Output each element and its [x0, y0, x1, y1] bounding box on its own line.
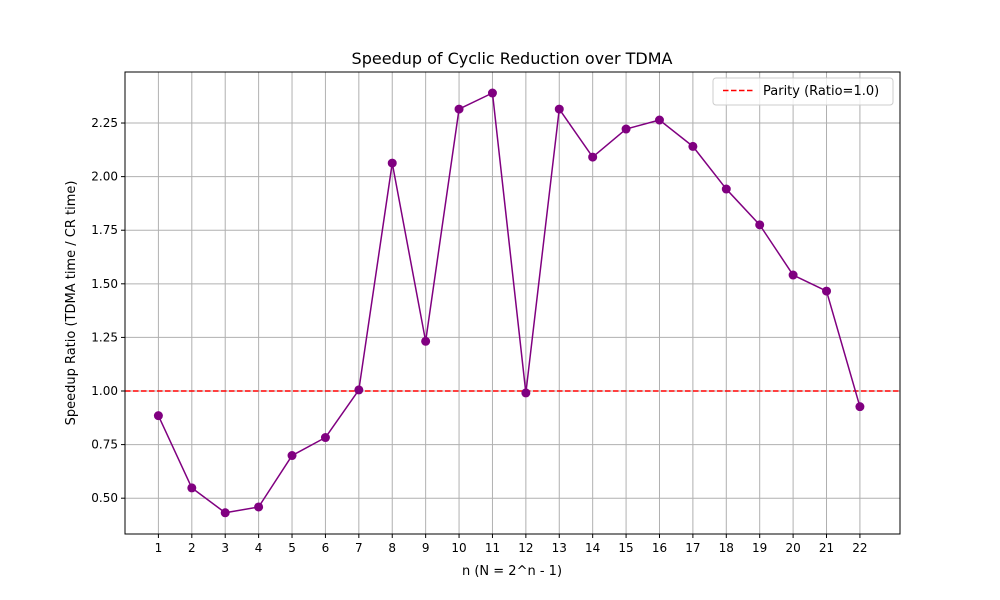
y-tick-label: 1.00	[91, 384, 118, 398]
x-tick-label: 19	[752, 541, 767, 555]
data-point	[621, 124, 631, 134]
data-point	[454, 104, 464, 114]
x-tick-label: 3	[221, 541, 229, 555]
x-tick-label: 4	[255, 541, 263, 555]
data-point	[755, 220, 765, 230]
legend-box	[712, 77, 894, 106]
y-axis-label: Speedup Ratio (TDMA time / CR time)	[64, 181, 79, 426]
data-point	[588, 152, 598, 162]
plot-frame	[124, 71, 901, 535]
y-tick-label: 2.00	[91, 170, 118, 184]
x-tick-label: 17	[685, 541, 700, 555]
speedup-series-line	[157, 92, 861, 514]
data-point	[554, 104, 564, 114]
data-point	[822, 286, 832, 296]
chart-title: Speedup of Cyclic Reduction over TDMA	[352, 49, 673, 68]
x-tick-label: 6	[322, 541, 330, 555]
x-tick-label: 20	[785, 541, 800, 555]
data-point	[320, 433, 330, 443]
x-tick-label: 21	[819, 541, 834, 555]
x-tick-label: 16	[652, 541, 667, 555]
data-point	[688, 141, 698, 151]
x-tick-label: 13	[552, 541, 567, 555]
x-tick-label: 15	[618, 541, 633, 555]
data-point	[354, 385, 364, 395]
x-tick-label: 11	[485, 541, 500, 555]
data-point	[521, 388, 531, 398]
data-point	[788, 270, 798, 280]
x-tick-label: 14	[585, 541, 600, 555]
x-tick-label: 22	[852, 541, 867, 555]
data-point	[153, 411, 163, 421]
y-tick-label: 0.50	[91, 491, 118, 505]
y-tick-label: 0.75	[91, 438, 118, 452]
data-point	[421, 336, 431, 346]
x-tick-label: 7	[355, 541, 363, 555]
data-point	[721, 184, 731, 194]
data-point	[287, 451, 297, 461]
data-point	[487, 88, 497, 98]
y-tick-label: 1.75	[91, 223, 118, 237]
x-tick-label: 5	[288, 541, 296, 555]
x-tick-label: 18	[719, 541, 734, 555]
grid-lines	[125, 72, 900, 534]
x-tick-label: 12	[518, 541, 533, 555]
data-point	[187, 483, 197, 493]
data-point	[654, 115, 664, 125]
data-point	[855, 402, 865, 412]
x-axis-label: n (N = 2^n - 1)	[462, 564, 562, 579]
data-point	[254, 502, 264, 512]
x-tick-label: 2	[188, 541, 196, 555]
data-point	[387, 158, 397, 168]
x-tick-label: 8	[388, 541, 396, 555]
legend-parity-label: Parity (Ratio=1.0)	[763, 84, 879, 99]
x-tick-label: 1	[155, 541, 163, 555]
series-layer	[153, 88, 865, 518]
x-tick-label: 10	[451, 541, 466, 555]
y-tick-label: 1.50	[91, 277, 118, 291]
data-point	[220, 508, 230, 518]
legend: Parity (Ratio=1.0)	[712, 77, 894, 106]
y-tick-label: 1.25	[91, 330, 118, 344]
x-ticks: 1 2 3 4 5 6 7 8 9 10 11 12 13 14 15 16 17 18 19 20 21 22	[155, 534, 868, 555]
x-tick-label: 9	[422, 541, 430, 555]
y-ticks: 0.50 0.75 1.00 1.25 1.50 1.75 2.00 2.25	[91, 116, 125, 505]
y-tick-label: 2.25	[91, 116, 118, 130]
